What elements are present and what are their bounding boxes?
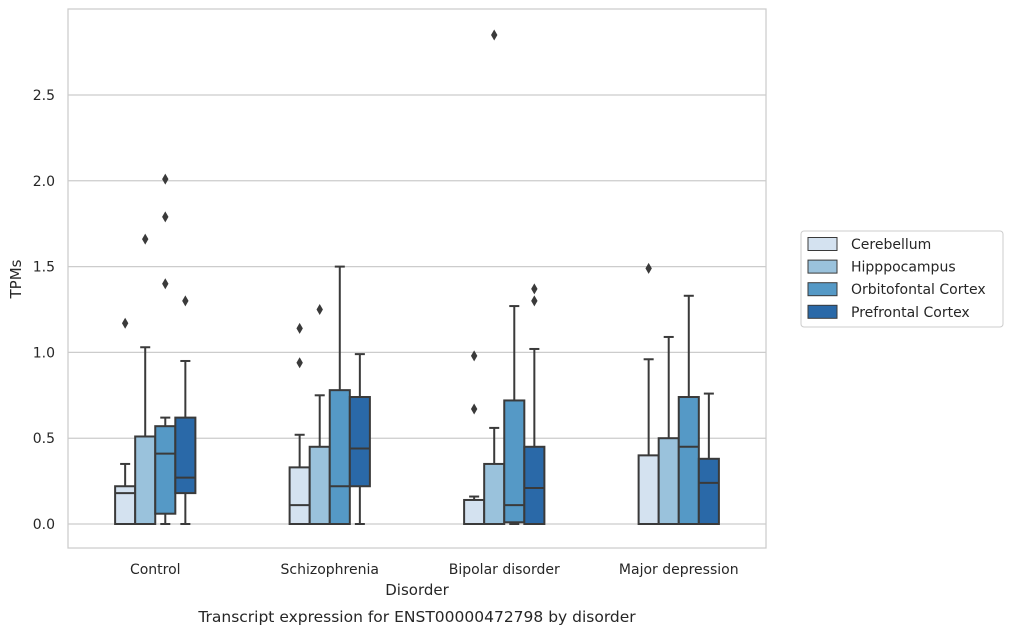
box-iqr [134,435,157,526]
legend-swatch [807,259,838,274]
box-iqr [483,462,506,526]
outlier-point [531,295,538,307]
y-tick-label: 2.0 [33,174,55,190]
box-iqr [288,466,311,526]
y-tick-label: 0.5 [33,431,55,447]
legend-entry: Cerebellum [851,237,931,253]
x-tick-labels: Control Schizophrenia Bipolar disorder Majo… [130,562,739,578]
legend-frame [800,230,1004,328]
legend: Cerebellum Hipppocampus Orbitofontal Corte… [800,230,1004,328]
box-1-1 [308,304,331,525]
outlier-point [162,211,169,223]
box-0-0 [114,317,137,525]
box-2-3 [523,283,546,525]
outlier-point [645,262,652,274]
box-0-3 [174,295,197,525]
y-tick-label: 0.0 [33,517,55,533]
outlier-point [296,322,303,334]
legend-swatch [807,282,838,297]
plot-frame [67,8,767,549]
box-iqr [114,485,137,525]
y-tick-labels: 0.0 0.5 1.0 1.5 2.0 2.5 [33,88,55,533]
box-3-0 [637,262,660,525]
box-0-2 [154,173,177,525]
box-iqr [523,445,546,525]
outlier-point [316,304,323,315]
legend-entry: Hipppocampus [851,260,956,276]
box-series [114,29,720,526]
legend-entry: Prefrontal Cortex [851,305,970,321]
outlier-point [162,278,169,290]
box-iqr [348,396,371,488]
outlier-point [121,317,129,329]
outlier-point [531,283,538,295]
y-tick-label: 2.5 [33,88,55,104]
box-2-0 [463,350,486,526]
chart-caption: Transcript expression for ENST0000047279… [197,608,636,626]
box-iqr [677,396,700,525]
box-1-3 [348,353,371,525]
box-3-3 [697,392,720,525]
legend-entry: Orbitofontal Cortex [851,282,986,298]
box-3-2 [677,294,700,525]
x-tick-label: Control [130,562,181,578]
outlier-point [142,233,149,245]
y-tick-label: 1.0 [33,345,55,361]
box-0-1 [134,233,157,526]
x-tick-label: Bipolar disorder [449,562,560,578]
box-iqr [637,454,660,525]
y-axis-label: TPMs [7,259,25,299]
box-iqr [463,498,486,526]
box-iqr [174,416,197,495]
box-iqr [328,389,351,526]
box-1-0 [288,322,311,526]
box-iqr [697,457,720,525]
outlier-point [162,173,169,185]
box-iqr [657,437,680,526]
outlier-point [182,295,189,307]
box-2-2 [503,305,526,525]
x-tick-label: Major depression [619,562,739,578]
outlier-point [470,403,478,415]
box-3-1 [657,335,680,526]
x-axis-label: Disorder [385,581,449,599]
outlier-point [470,350,478,362]
x-tick-label: Schizophrenia [281,562,379,578]
box-iqr [154,425,177,515]
legend-swatch [807,304,838,319]
box-iqr [308,445,331,525]
outlier-point [491,29,498,41]
box-iqr [503,399,526,524]
y-tick-label: 1.5 [33,260,55,276]
legend-swatch [807,237,838,251]
box-2-1 [483,29,506,526]
box-1-2 [328,265,351,526]
outlier-point [296,357,303,369]
